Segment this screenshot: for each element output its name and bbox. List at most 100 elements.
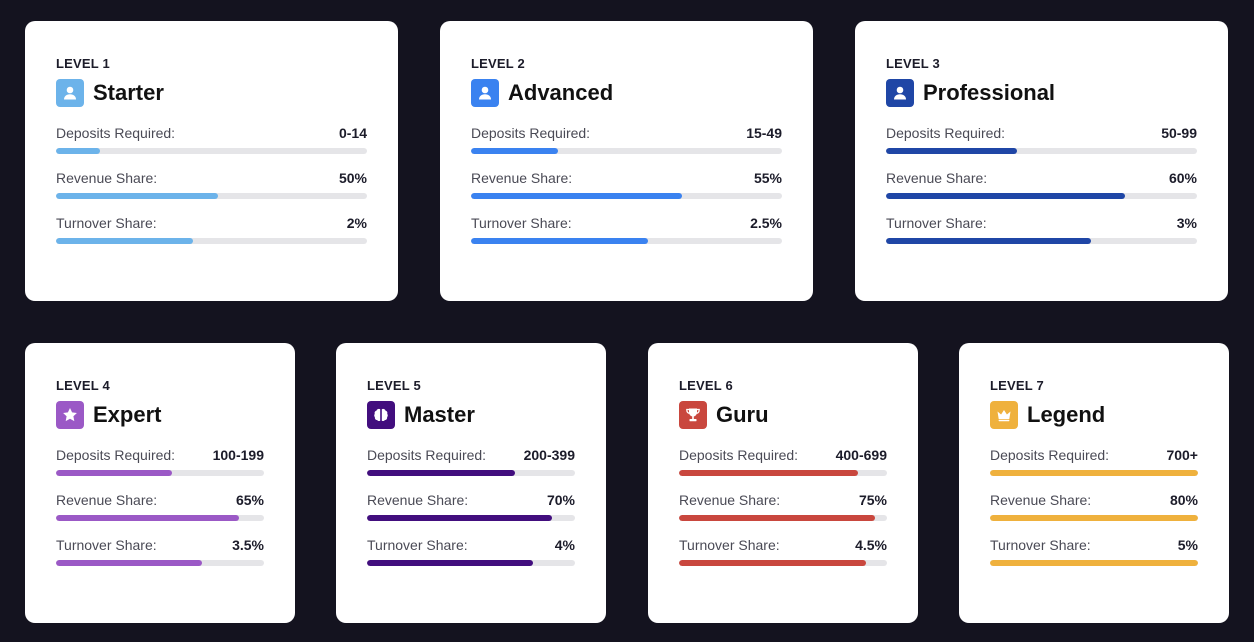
metric-deposits-required: Deposits Required: 400-699 bbox=[679, 446, 887, 476]
progress-bar-track bbox=[886, 148, 1197, 154]
metric-revenue-share: Revenue Share: 65% bbox=[56, 491, 264, 521]
tier-name: Master bbox=[404, 402, 475, 427]
metric-value: 4.5% bbox=[855, 537, 887, 553]
metric-label: Turnover Share: bbox=[886, 215, 987, 231]
metric-label: Turnover Share: bbox=[56, 537, 157, 553]
metric-turnover-share: Turnover Share: 3.5% bbox=[56, 536, 264, 566]
progress-bar-track bbox=[56, 148, 367, 154]
metric-value: 55% bbox=[753, 170, 782, 186]
metric-value: 5% bbox=[1177, 537, 1198, 553]
progress-bar-fill bbox=[56, 148, 100, 154]
level-label: LEVEL 2 bbox=[471, 56, 525, 71]
metric-row: Deposits Required: 0-14 bbox=[56, 124, 367, 142]
level-label: LEVEL 1 bbox=[56, 56, 110, 71]
progress-bar-fill bbox=[471, 238, 649, 244]
level-label: LEVEL 7 bbox=[990, 378, 1044, 393]
metric-label: Deposits Required: bbox=[367, 447, 487, 463]
metric-row: Deposits Required: 700+ bbox=[990, 446, 1198, 464]
progress-bar-track bbox=[367, 560, 575, 566]
trophy-icon bbox=[679, 401, 707, 429]
metric-label: Deposits Required: bbox=[679, 447, 799, 463]
tier-title-row: Guru bbox=[679, 400, 887, 430]
metric-row: Revenue Share: 75% bbox=[679, 491, 887, 509]
user-icon bbox=[471, 79, 499, 107]
tier-card-level-1: LEVEL 1 Starter Deposits Required: 0-14 Reve… bbox=[25, 21, 398, 301]
metric-revenue-share: Revenue Share: 55% bbox=[471, 169, 782, 199]
progress-bar-track bbox=[679, 515, 887, 521]
tier-name: Advanced bbox=[508, 80, 614, 105]
metric-value: 50% bbox=[338, 170, 367, 186]
progress-bar-fill bbox=[471, 148, 559, 154]
metric-row: Revenue Share: 55% bbox=[471, 169, 782, 187]
progress-bar-track bbox=[990, 470, 1198, 476]
metric-value: 2% bbox=[346, 215, 367, 231]
tier-card-level-2: LEVEL 2 Advanced Deposits Required: 15-49 Re… bbox=[440, 21, 813, 301]
metric-label: Revenue Share: bbox=[367, 492, 469, 508]
tier-name: Guru bbox=[716, 402, 769, 427]
tier-title-row: Professional bbox=[886, 78, 1197, 108]
metric-row: Deposits Required: 100-199 bbox=[56, 446, 264, 464]
metric-label: Deposits Required: bbox=[886, 125, 1006, 141]
progress-bar-fill bbox=[56, 560, 202, 566]
progress-bar-fill bbox=[990, 560, 1198, 566]
progress-bar-track bbox=[56, 238, 367, 244]
metric-row: Deposits Required: 50-99 bbox=[886, 124, 1197, 142]
metric-row: Deposits Required: 400-699 bbox=[679, 446, 887, 464]
progress-bar-track bbox=[367, 515, 575, 521]
progress-bar-track bbox=[990, 560, 1198, 566]
metric-row: Turnover Share: 2.5% bbox=[471, 214, 782, 232]
progress-bar-track bbox=[886, 238, 1197, 244]
metric-row: Turnover Share: 3% bbox=[886, 214, 1197, 232]
progress-bar-fill bbox=[367, 470, 515, 476]
progress-bar-fill bbox=[679, 560, 867, 566]
metric-label: Turnover Share: bbox=[679, 537, 780, 553]
metric-deposits-required: Deposits Required: 200-399 bbox=[367, 446, 575, 476]
tier-card-level-4: LEVEL 4 Expert Deposits Required: 100-199 Re… bbox=[25, 343, 295, 623]
metric-row: Turnover Share: 2% bbox=[56, 214, 367, 232]
tier-card-level-7: LEVEL 7 Legend Deposits Required: 700+ Reven… bbox=[959, 343, 1229, 623]
level-label: LEVEL 6 bbox=[679, 378, 733, 393]
progress-bar-track bbox=[56, 193, 367, 199]
progress-bar-fill bbox=[471, 193, 683, 199]
metric-value: 80% bbox=[1169, 492, 1198, 508]
progress-bar-fill bbox=[679, 515, 875, 521]
tier-card-level-5: LEVEL 5 Master Deposits Required: 200-399 Re… bbox=[336, 343, 606, 623]
metric-revenue-share: Revenue Share: 50% bbox=[56, 169, 367, 199]
metric-value: 65% bbox=[235, 492, 264, 508]
progress-bar-track bbox=[679, 470, 887, 476]
metric-turnover-share: Turnover Share: 3% bbox=[886, 214, 1197, 244]
progress-bar-track bbox=[367, 470, 575, 476]
metric-label: Revenue Share: bbox=[990, 492, 1092, 508]
metric-value: 200-399 bbox=[523, 447, 575, 463]
metric-row: Turnover Share: 3.5% bbox=[56, 536, 264, 554]
progress-bar-fill bbox=[679, 470, 858, 476]
tier-card-level-6: LEVEL 6 Guru Deposits Required: 400-699 Reve… bbox=[648, 343, 918, 623]
metric-value: 3.5% bbox=[232, 537, 264, 553]
metric-row: Deposits Required: 15-49 bbox=[471, 124, 782, 142]
progress-bar-fill bbox=[56, 238, 193, 244]
metric-revenue-share: Revenue Share: 60% bbox=[886, 169, 1197, 199]
progress-bar-track bbox=[56, 560, 264, 566]
metric-row: Deposits Required: 200-399 bbox=[367, 446, 575, 464]
metric-row: Revenue Share: 70% bbox=[367, 491, 575, 509]
progress-bar-fill bbox=[886, 148, 1017, 154]
metric-deposits-required: Deposits Required: 0-14 bbox=[56, 124, 367, 154]
metric-turnover-share: Turnover Share: 4.5% bbox=[679, 536, 887, 566]
progress-bar-track bbox=[471, 148, 782, 154]
metric-label: Revenue Share: bbox=[679, 492, 781, 508]
progress-bar-track bbox=[471, 238, 782, 244]
metric-value: 3% bbox=[1176, 215, 1197, 231]
metric-value: 75% bbox=[858, 492, 887, 508]
metric-label: Deposits Required: bbox=[990, 447, 1110, 463]
metric-label: Revenue Share: bbox=[56, 170, 158, 186]
progress-bar-fill bbox=[367, 560, 534, 566]
metric-label: Turnover Share: bbox=[56, 215, 157, 231]
metric-row: Revenue Share: 50% bbox=[56, 169, 367, 187]
progress-bar-track bbox=[56, 515, 264, 521]
user-icon bbox=[56, 79, 84, 107]
metric-row: Turnover Share: 4.5% bbox=[679, 536, 887, 554]
metric-value: 15-49 bbox=[746, 125, 782, 141]
progress-bar-fill bbox=[990, 470, 1198, 476]
metric-value: 70% bbox=[546, 492, 575, 508]
progress-bar-fill bbox=[56, 470, 173, 476]
